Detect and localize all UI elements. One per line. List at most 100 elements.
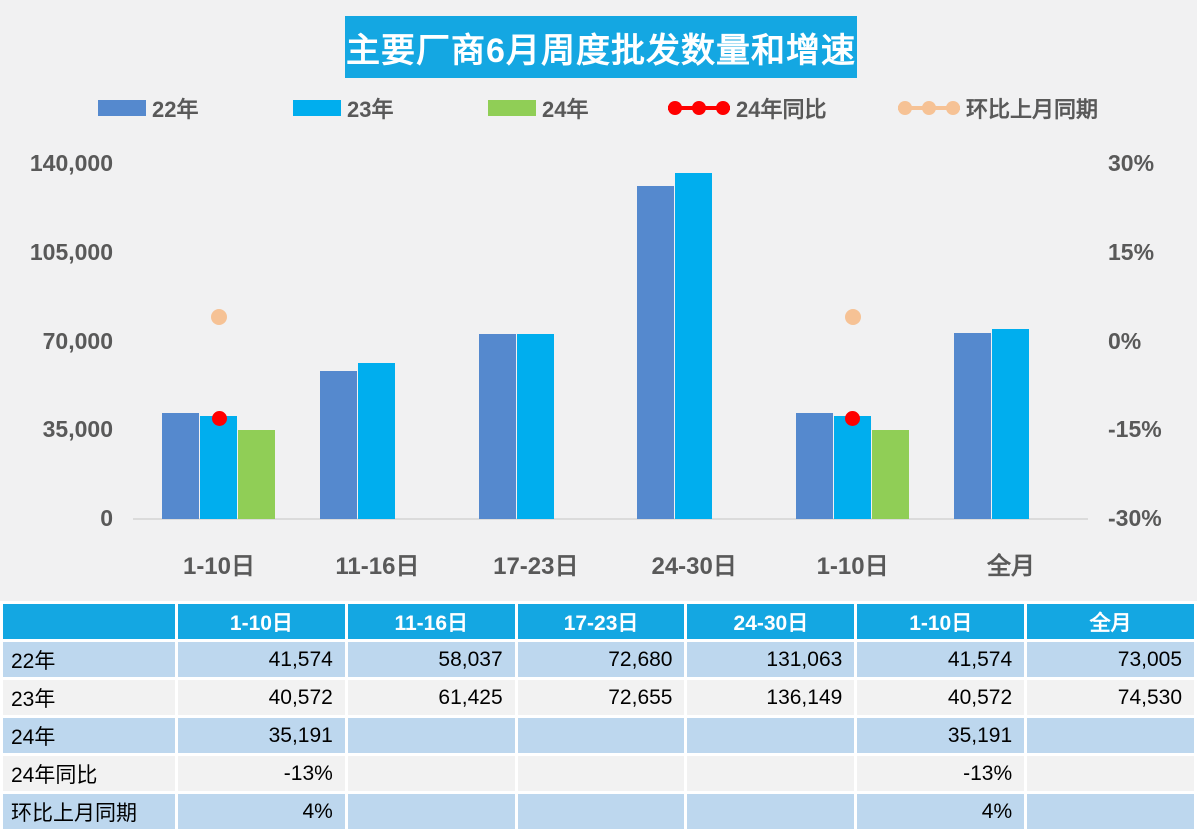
legend-label: 24年同比 — [736, 97, 827, 122]
table-cell: -13% — [178, 756, 345, 791]
table-cell — [1027, 718, 1194, 753]
legend-label: 环比上月同期 — [966, 97, 1099, 122]
bar-23年-1-10日 — [200, 415, 237, 519]
table-cell: 136,149 — [687, 680, 855, 715]
table-row: 22年 41,574 58,037 72,680 131,063 41,574 73,005 — [3, 642, 1194, 677]
table-cell: 58,037 — [347, 642, 515, 677]
point-环比上月同期-1-10日 — [211, 309, 227, 326]
table-row-label: 24年 — [3, 718, 175, 753]
x-axis-label: 1-10日 — [816, 553, 889, 580]
table-row-label: 环比上月同期 — [3, 794, 175, 829]
table-cell — [517, 794, 685, 829]
table-cell: 40,572 — [857, 680, 1025, 715]
table-cell — [517, 756, 685, 791]
bar-22年-11-16日 — [320, 371, 358, 519]
right-axis-tick: 30% — [1108, 150, 1155, 176]
x-axis-label: 24-30日 — [651, 553, 737, 580]
table-row: 23年 40,572 61,425 72,655 136,149 40,572 74,530 — [3, 680, 1194, 715]
table-row: 24年 35,191 35,191 — [3, 718, 1194, 753]
bar-24年-1-10日 — [871, 429, 909, 519]
legend-swatch-icon — [98, 100, 146, 116]
left-axis-tick: 70,000 — [42, 327, 113, 354]
table-header-cell: 全月 — [1027, 604, 1194, 639]
bar-23年-24-30日 — [675, 172, 713, 519]
legend-item: 环比上月同期 — [898, 94, 1098, 122]
legend-item: 22年 — [98, 94, 198, 122]
table-cell: 61,425 — [347, 680, 515, 715]
x-axis-label: 17-23日 — [493, 553, 579, 580]
bar-23年-17-23日 — [516, 334, 554, 519]
table-cell: 72,655 — [517, 680, 685, 715]
table-cell — [347, 718, 515, 753]
table-cell — [1027, 756, 1194, 791]
table-cell: 41,574 — [178, 642, 345, 677]
right-axis-tick: 0% — [1108, 327, 1142, 354]
table-cell — [347, 756, 515, 791]
point-环比上月同期-1-10日 — [844, 309, 861, 326]
bar-24年-1-10日 — [238, 429, 275, 519]
legend-label: 22年 — [152, 97, 199, 122]
right-axis-tick: -15% — [1108, 416, 1162, 443]
table-cell: -13% — [857, 756, 1025, 791]
legend-item: 24年同比 — [668, 94, 826, 122]
bar-22年-全月 — [954, 333, 991, 519]
table-header-cell: 24-30日 — [687, 604, 855, 639]
table-cell — [687, 794, 855, 829]
right-axis-tick: -30% — [1108, 505, 1162, 531]
chart-title: 主要厂商6月周度批发数量和增速 — [345, 16, 857, 78]
table-row: 环比上月同期 4% 4% — [3, 794, 1194, 829]
left-axis-tick: 105,000 — [29, 238, 113, 265]
table-header-cell: 1-10日 — [857, 604, 1025, 639]
table-row: 24年同比 -13% -13% — [3, 756, 1194, 791]
x-axis-label: 1-10日 — [182, 553, 256, 580]
table-cell — [687, 718, 855, 753]
left-axis-tick: 0 — [100, 505, 113, 531]
table-cell — [687, 756, 855, 791]
right-axis-tick: 15% — [1108, 238, 1155, 265]
bar-22年-1-10日 — [162, 413, 199, 519]
table-cell — [1027, 794, 1194, 829]
table-header-cell: 11-16日 — [347, 604, 515, 639]
table-cell: 131,063 — [687, 642, 855, 677]
table-cell: 4% — [178, 794, 345, 829]
table-cell: 35,191 — [857, 718, 1025, 753]
bar-22年-24-30日 — [637, 185, 675, 519]
legend-label: 23年 — [347, 97, 394, 122]
bar-23年-11-16日 — [358, 362, 396, 519]
point-24年同比-1-10日 — [211, 410, 227, 426]
x-axis-label: 全月 — [987, 553, 1035, 580]
bar-22年-17-23日 — [478, 334, 516, 519]
table-header-cell: 1-10日 — [178, 604, 345, 639]
table-cell: 41,574 — [857, 642, 1025, 677]
legend-line-marker-icon — [898, 100, 960, 116]
left-axis-tick: 35,000 — [42, 416, 113, 443]
table-cell: 4% — [857, 794, 1025, 829]
legend-line-marker-icon — [668, 100, 730, 116]
bar-22年-1-10日 — [795, 413, 833, 519]
point-24年同比-1-10日 — [845, 410, 861, 426]
x-axis-line — [133, 518, 1088, 520]
legend-swatch-icon — [293, 100, 341, 116]
table-row-label: 23年 — [3, 680, 175, 715]
bar-23年-1-10日 — [833, 415, 871, 519]
table-header-cell — [3, 604, 175, 639]
legend-item: 23年 — [293, 94, 393, 122]
table-row-label: 22年 — [3, 642, 175, 677]
table-header-cell: 17-23日 — [517, 604, 685, 639]
bar-23年-全月 — [992, 329, 1029, 519]
legend-item: 24年 — [488, 94, 588, 122]
table-cell: 35,191 — [178, 718, 345, 753]
table-cell — [347, 794, 515, 829]
table-cell: 40,572 — [178, 680, 345, 715]
table-cell: 73,005 — [1027, 642, 1194, 677]
data-table: 1-10日 11-16日 17-23日 24-30日 1-10日 全月 22年 41,574… — [0, 601, 1197, 832]
x-axis-label: 11-16日 — [335, 553, 420, 580]
table-row-label: 24年同比 — [3, 756, 175, 791]
table-header-row: 1-10日 11-16日 17-23日 24-30日 1-10日 全月 — [3, 604, 1194, 639]
legend-label: 24年 — [542, 97, 589, 122]
table-cell — [517, 718, 685, 753]
left-axis-tick: 140,000 — [29, 150, 113, 176]
legend-swatch-icon — [488, 100, 536, 116]
table-cell: 72,680 — [517, 642, 685, 677]
table-cell: 74,530 — [1027, 680, 1194, 715]
